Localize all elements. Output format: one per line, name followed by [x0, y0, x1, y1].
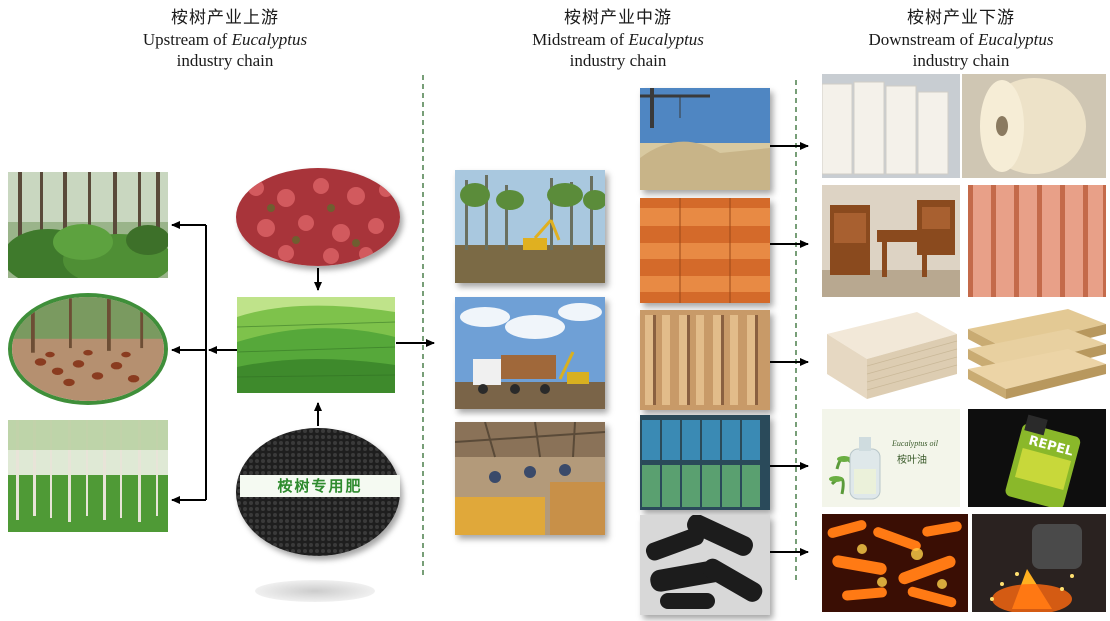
- eucalyptus-plantation-photo: [237, 297, 395, 393]
- midstream-header: 桉树产业中游 Midstream of Eucalyptus industry …: [488, 8, 748, 71]
- steel-smelting-photo: [972, 514, 1106, 612]
- fertilizer-label: 桉树专用肥: [240, 475, 400, 497]
- paper-roll-photo: [962, 74, 1106, 178]
- repel-product-photo: REPEL: [968, 409, 1106, 507]
- upstream-header: 桉树产业上游 Upstream of Eucalyptus industry c…: [95, 8, 355, 71]
- wood-chips-crane-photo: [640, 88, 770, 190]
- wooden-furniture-photo: [822, 185, 960, 297]
- upstream-title-en-2: industry chain: [176, 51, 274, 70]
- charcoal-photo: [640, 515, 770, 615]
- oil-drums-photo: [640, 415, 770, 510]
- log-truck-photo: [455, 297, 605, 409]
- midstream-title-en: Midstream of Eucalyptus: [532, 30, 704, 49]
- paper-stacks-photo: [822, 74, 960, 178]
- mdf-boards-photo: [968, 304, 1106, 402]
- midstream-title-zh: 桉树产业中游: [564, 8, 672, 28]
- timber-beams-photo: [640, 198, 770, 303]
- forest-understory-photo: [8, 172, 168, 278]
- downstream-header: 桉树产业下游 Downstream of Eucalyptus industry…: [830, 8, 1092, 71]
- downstream-title-zh: 桉树产业下游: [907, 8, 1015, 28]
- eucalyptus-oil-bottle-photo: Eucalyptus oil 桉叶油: [822, 409, 960, 507]
- seedling-nursery-photo: [236, 168, 400, 266]
- wood-processing-photo: [455, 422, 605, 535]
- oil-label-en: Eucalyptus oil: [892, 439, 938, 448]
- upstream-title-zh: 桉树产业上游: [171, 8, 279, 28]
- fertilizer-shadow: [255, 580, 375, 602]
- burning-charcoal-photo: [822, 514, 968, 612]
- lumber-boards-photo: [968, 185, 1106, 297]
- downstream-title-en-2: industry chain: [912, 51, 1010, 70]
- oil-label-zh: 桉叶油: [897, 455, 927, 466]
- young-plantation-photo: [8, 420, 168, 532]
- logging-excavator-photo: [455, 170, 605, 283]
- veneer-drying-photo: [640, 310, 770, 410]
- midstream-title-en-2: industry chain: [569, 51, 667, 70]
- plywood-stack-photo: [822, 304, 960, 402]
- downstream-title-en: Downstream of Eucalyptus: [868, 30, 1054, 49]
- chicken-farming-photo: [8, 293, 168, 405]
- upstream-title-en: Upstream of Eucalyptus: [142, 30, 308, 49]
